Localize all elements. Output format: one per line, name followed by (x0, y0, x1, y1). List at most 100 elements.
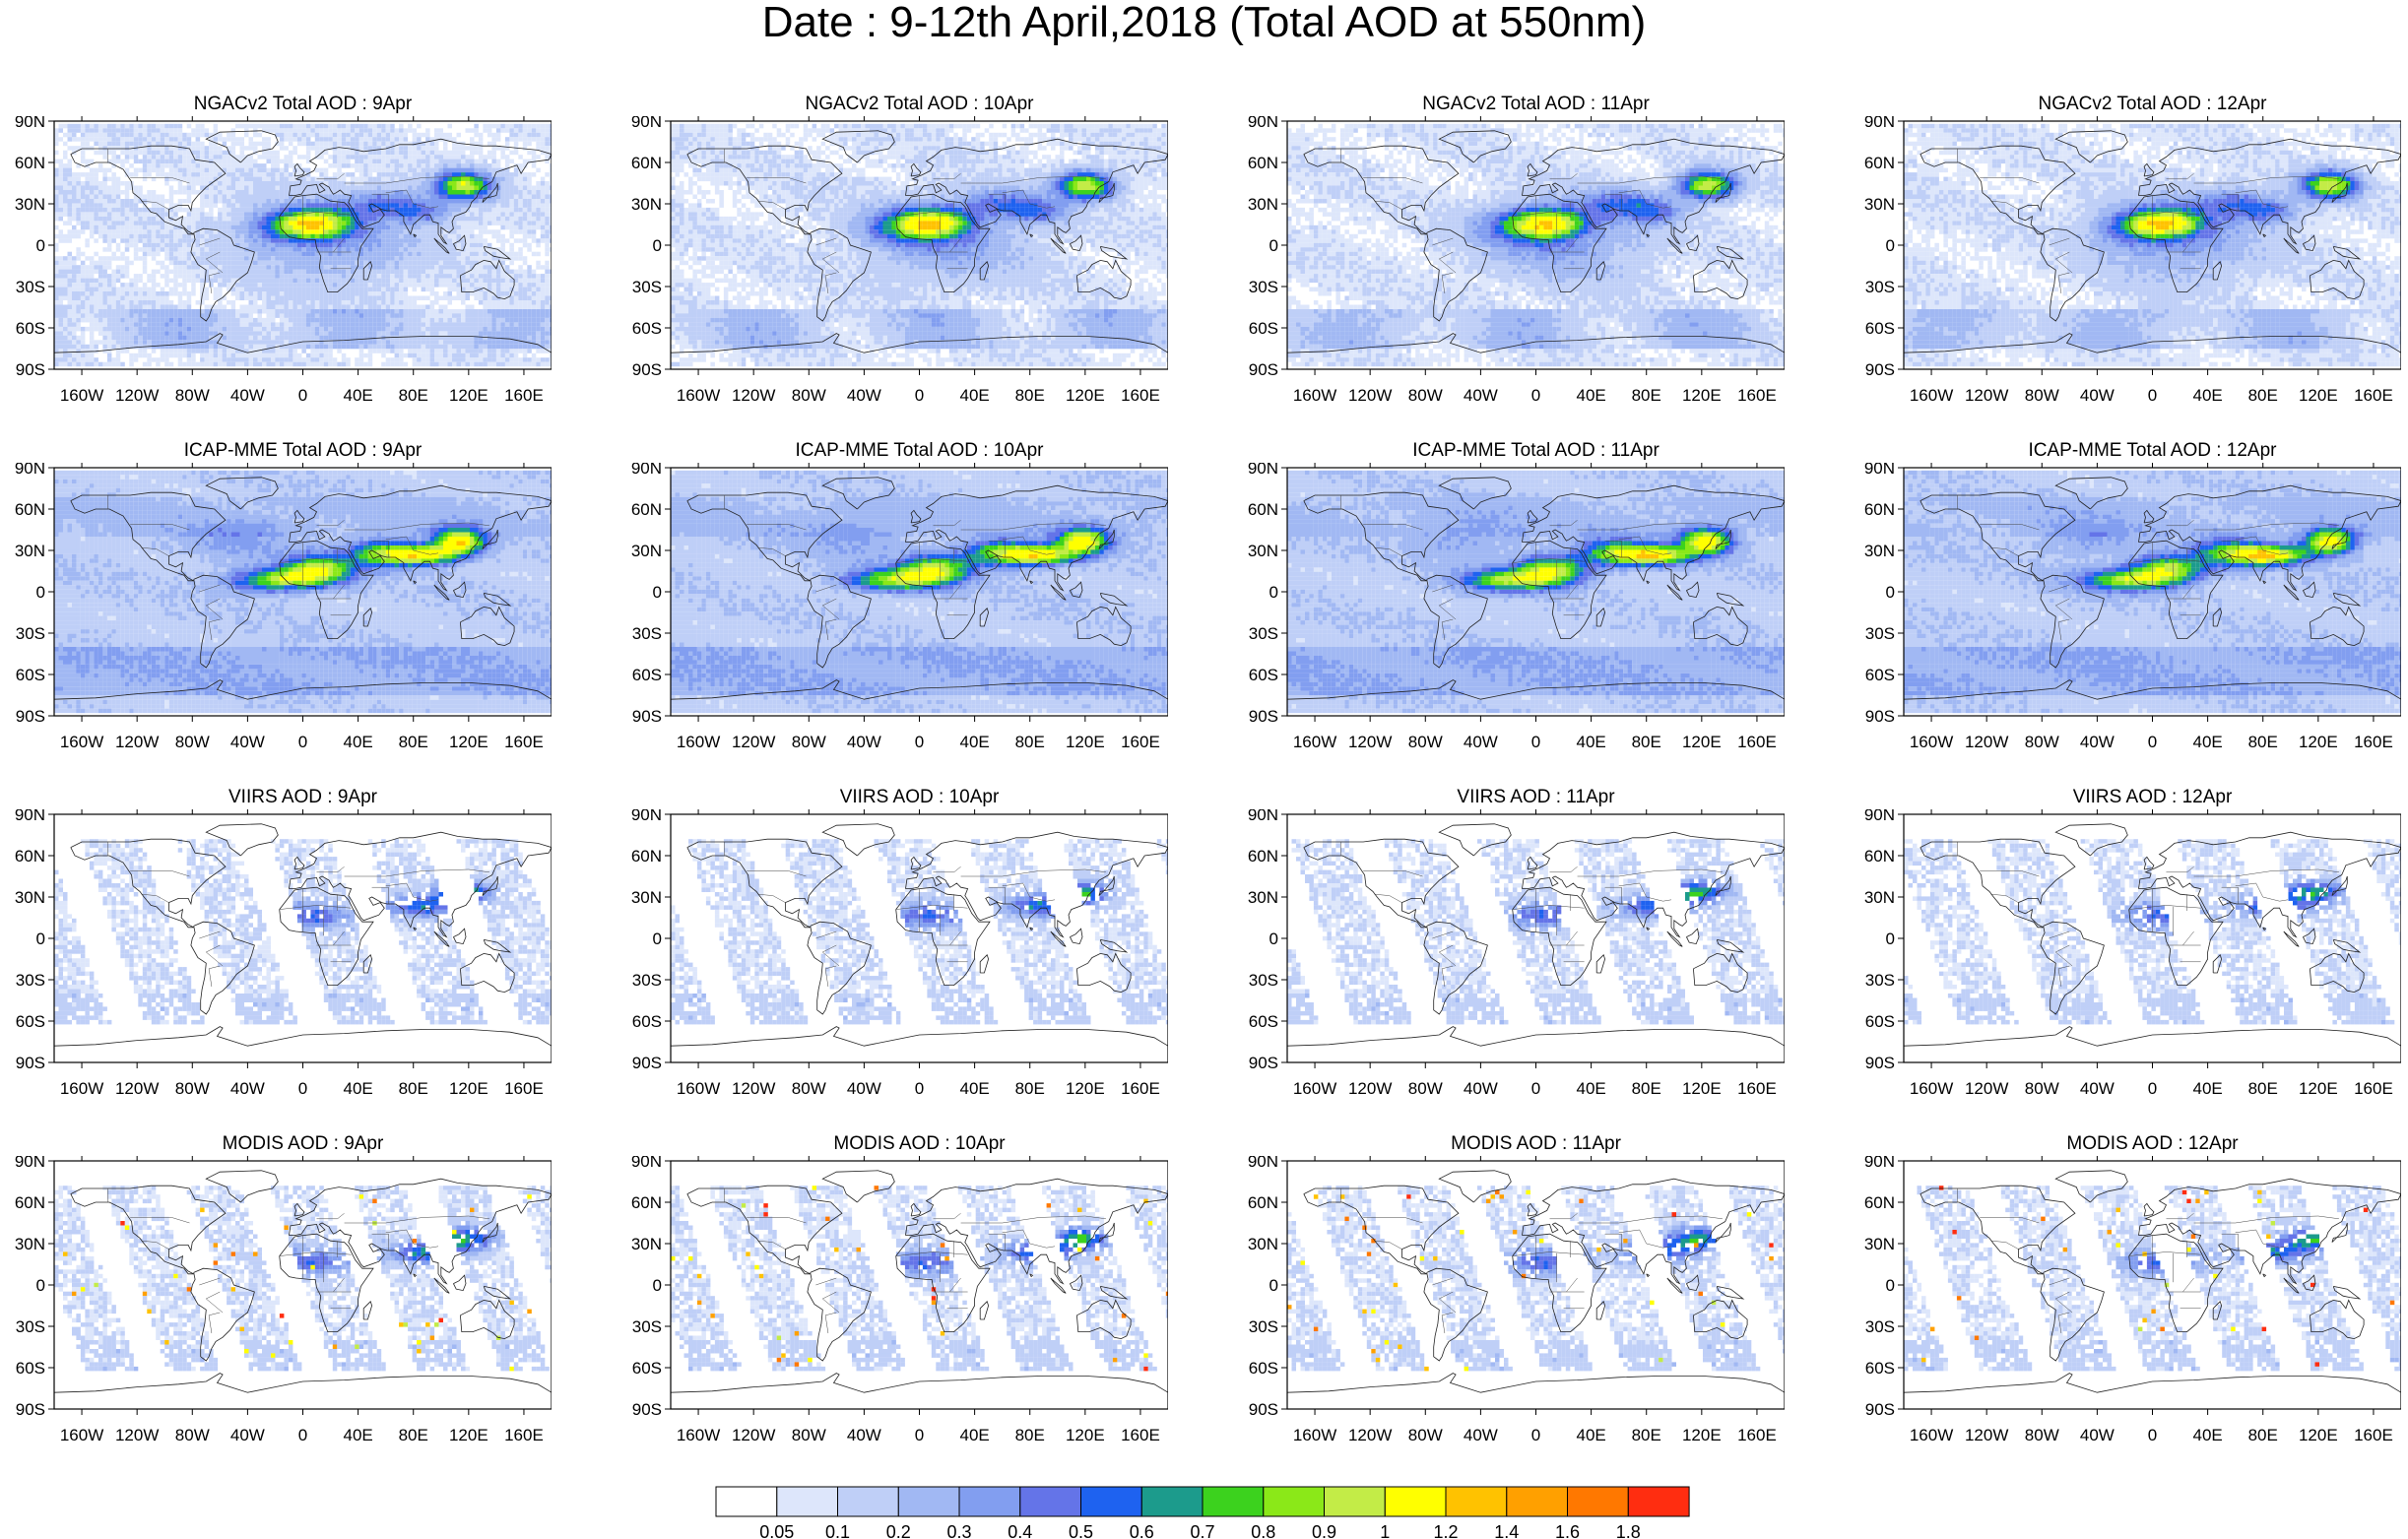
aod-cell (532, 279, 537, 284)
aod-cell (134, 155, 139, 160)
aod-cell (111, 221, 116, 225)
aod-cell (173, 229, 178, 234)
aod-cell (536, 327, 541, 332)
aod-cell (527, 217, 532, 222)
aod-cell (253, 265, 258, 270)
aod-cell (214, 163, 219, 168)
aod-cell (129, 234, 134, 239)
aod-cell (466, 195, 471, 200)
aod-cell (404, 247, 409, 252)
aod-cell (54, 336, 59, 341)
aod-cell (408, 238, 413, 243)
aod-cell (138, 234, 143, 239)
aod-cell (470, 212, 475, 217)
aod-cell (59, 128, 64, 133)
aod-cell (54, 234, 59, 239)
aod-cell (164, 128, 169, 133)
aod-cell (448, 217, 453, 222)
aod-cell (342, 133, 347, 138)
aod-cell (346, 296, 351, 301)
aod-cell (63, 305, 68, 310)
aod-cell (457, 309, 462, 314)
aod-cell (346, 336, 351, 341)
aod-cell (297, 261, 302, 266)
aod-cell (182, 256, 187, 261)
aod-cell (425, 160, 430, 164)
aod-cell (240, 305, 245, 310)
aod-cell (448, 261, 453, 266)
aod-cell (111, 305, 116, 310)
aod-cell (509, 221, 514, 225)
aod-cell (125, 225, 130, 230)
aod-cell (76, 340, 81, 345)
aod-cell (532, 305, 537, 310)
aod-cell (173, 270, 178, 275)
aod-cell (390, 331, 395, 336)
aod-cell (59, 261, 64, 266)
aod-cell (509, 199, 514, 204)
aod-cell (351, 313, 356, 318)
aod-cell (231, 274, 236, 279)
aod-cell (399, 203, 404, 208)
aod-cell (209, 195, 214, 200)
aod-cell (223, 160, 228, 164)
aod-cell (240, 243, 245, 248)
aod-cell (253, 261, 258, 266)
aod-cell (536, 313, 541, 318)
aod-cell (102, 155, 107, 160)
aod-cell (470, 318, 475, 323)
aod-cell (346, 137, 351, 142)
aod-cell (359, 217, 364, 222)
aod-cell (129, 186, 134, 191)
aod-cell (500, 177, 505, 182)
aod-cell (368, 133, 373, 138)
aod-cell (337, 128, 342, 133)
aod-cell (249, 229, 254, 234)
aod-cell (249, 238, 254, 243)
aod-cell (319, 305, 324, 310)
aod-cell (483, 221, 488, 225)
aod-cell (90, 274, 95, 279)
aod-cell (337, 300, 342, 305)
aod-cell (90, 181, 95, 186)
aod-cell (372, 283, 377, 288)
aod-cell (253, 331, 258, 336)
aod-cell (129, 288, 134, 292)
aod-cell (262, 300, 267, 305)
aod-cell (249, 327, 254, 332)
aod-cell (182, 151, 187, 156)
aod-cell (59, 291, 64, 296)
aod-cell (319, 318, 324, 323)
aod-cell (505, 217, 510, 222)
aod-cell (536, 190, 541, 195)
aod-cell (404, 270, 409, 275)
aod-cell (244, 327, 249, 332)
aod-cell (439, 208, 444, 213)
aod-cell (324, 190, 329, 195)
aod-cell (301, 283, 306, 288)
aod-cell (363, 177, 368, 182)
aod-cell (262, 256, 267, 261)
aod-cell (306, 265, 311, 270)
aod-cell (253, 238, 258, 243)
aod-cell (258, 186, 263, 191)
aod-cell (333, 300, 338, 305)
aod-cell (452, 283, 457, 288)
aod-cell (452, 163, 457, 168)
aod-cell (178, 283, 183, 288)
aod-cell (381, 291, 386, 296)
aod-cell (227, 137, 231, 142)
aod-cell (422, 261, 426, 266)
aod-cell (404, 229, 409, 234)
aod-cell (125, 155, 130, 160)
aod-cell (169, 291, 174, 296)
aod-cell (518, 137, 523, 142)
aod-cell (386, 172, 391, 177)
aod-cell (377, 225, 382, 230)
aod-cell (59, 300, 64, 305)
aod-cell (500, 336, 505, 341)
aod-cell (306, 252, 311, 257)
aod-cell (342, 256, 347, 261)
aod-cell (496, 300, 501, 305)
aod-cell (328, 305, 333, 310)
